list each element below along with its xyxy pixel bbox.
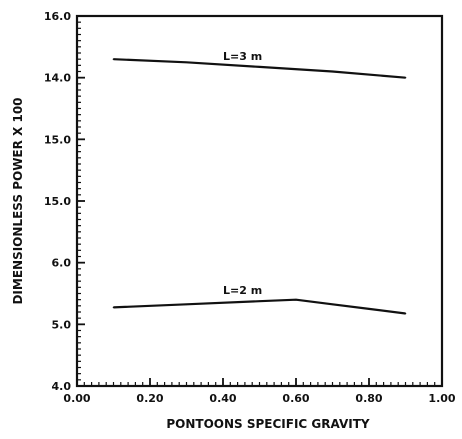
y-axis-title: DIMENSIONLESS POWER X 100 (11, 97, 25, 304)
y-tick-label: 15.0 (44, 195, 71, 208)
data-point (404, 76, 407, 79)
data-point (404, 312, 407, 315)
series-layer: L=3 m L=2 m (112, 50, 407, 315)
x-tick-label: 0.20 (136, 392, 163, 405)
y-axis-ticks: 4.0 5.0 6.0 15.0 15.0 14.0 16.0 (44, 10, 85, 393)
data-point (112, 306, 115, 309)
y-tick-label: 14.0 (44, 72, 71, 85)
x-tick-label: 0.60 (282, 392, 309, 405)
x-axis-title: PONTOONS SPECIFIC GRAVITY (166, 417, 370, 431)
data-point (112, 58, 115, 60)
x-tick-label: 0.80 (355, 392, 382, 405)
data-point (368, 308, 370, 310)
y-tick-label: 4.0 (52, 380, 72, 393)
y-tick-label: 5.0 (52, 318, 72, 331)
x-tick-label: 1.00 (428, 392, 455, 405)
series-label: L=3 m (223, 50, 262, 63)
series-label: L=2 m (223, 284, 262, 297)
y-tick-label: 15.0 (44, 133, 71, 146)
data-point (295, 298, 297, 301)
data-point (331, 70, 334, 73)
data-point (185, 303, 188, 306)
plot-frame (75, 14, 444, 388)
x-axis-ticks: 0.00 0.20 0.40 0.60 0.80 1.00 (63, 378, 456, 405)
y-tick-label: 16.0 (44, 10, 71, 23)
x-tick-label: 0.00 (63, 392, 90, 405)
data-point (331, 303, 334, 306)
data-point (258, 66, 261, 68)
y-tick-label: 6.0 (52, 257, 72, 270)
x-tick-label: 0.40 (209, 392, 236, 405)
data-point (258, 300, 261, 303)
data-point (185, 61, 188, 64)
